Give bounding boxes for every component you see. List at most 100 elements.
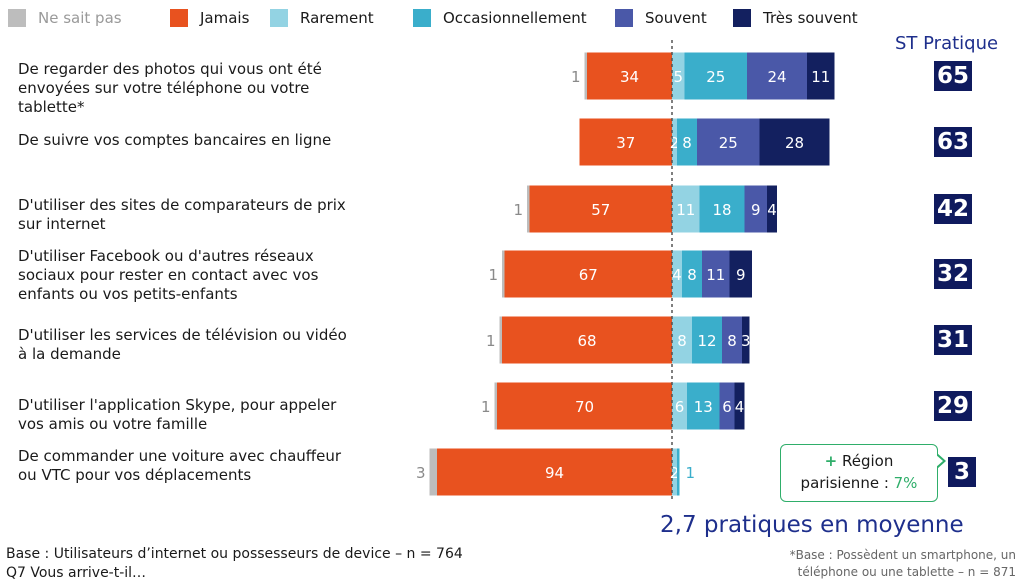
bar-tr-s-souvent <box>742 316 750 364</box>
bar-rarement <box>672 52 685 100</box>
data-label: 3 <box>741 332 751 350</box>
st-pratique-value: 29 <box>934 391 972 421</box>
data-label: 11 <box>811 68 830 86</box>
st-pratique-value: 32 <box>934 259 972 289</box>
bar-ne-sait-pas <box>499 316 502 364</box>
legend-swatch <box>413 9 431 27</box>
data-label: 9 <box>736 266 746 284</box>
data-label-jamais: 57 <box>591 201 610 219</box>
data-label: 2 <box>670 134 680 152</box>
legend-label: Ne sait pas <box>38 9 122 27</box>
bar-souvent <box>702 250 730 298</box>
legend-label: Rarement <box>300 9 374 27</box>
bar-jamais <box>504 250 672 298</box>
plus-icon: + <box>824 452 838 470</box>
chart-legend: Ne sait pas Jamais Rarement Occasionnelleme… <box>8 8 888 28</box>
data-label-ne-sait-pas: 1 <box>571 68 581 86</box>
legend-swatch <box>733 9 751 27</box>
bar-souvent <box>697 118 760 166</box>
bar-tr-s-souvent <box>767 185 777 233</box>
data-label: 24 <box>767 68 786 86</box>
row-label: D'utiliser l'application Skype, pour app… <box>18 396 337 433</box>
data-label: 18 <box>712 201 731 219</box>
bar-jamais <box>529 185 672 233</box>
footnote-line-1: *Base : Possèdent un smartphone, un <box>789 548 1016 562</box>
note-percentage: 7% <box>893 474 918 492</box>
data-label: 8 <box>687 266 697 284</box>
bar-rarement <box>672 448 677 496</box>
data-label: 13 <box>694 398 713 416</box>
data-label-ne-sait-pas: 1 <box>481 398 491 416</box>
row-label: D'utiliser des sites de comparateurs de … <box>18 196 346 233</box>
legend-swatch <box>8 9 26 27</box>
data-label: 8 <box>682 134 692 152</box>
bar-occasionnellement <box>684 52 747 100</box>
data-label: 8 <box>677 332 687 350</box>
bar-souvent <box>744 185 767 233</box>
bar-jamais <box>437 448 672 496</box>
bar-rarement <box>672 250 682 298</box>
data-label: 8 <box>727 332 737 350</box>
bar-souvent <box>722 316 742 364</box>
data-label: 9 <box>751 201 761 219</box>
data-label: 25 <box>719 134 738 152</box>
data-label: 1 <box>686 464 696 482</box>
legend-label: Très souvent <box>763 9 858 27</box>
note-region-label: Région <box>842 452 894 470</box>
st-pratique-value: 65 <box>934 61 972 91</box>
bar-ne-sait-pas <box>494 382 497 430</box>
base-note: Base : Utilisateurs d’internet ou posses… <box>6 545 463 583</box>
row-label: De suivre vos comptes bancaires en ligne <box>18 131 332 149</box>
legend-swatch <box>170 9 188 27</box>
bar-rarement <box>672 185 700 233</box>
question-line: Q7 Vous arrive-t-il… <box>6 565 147 581</box>
average-practices: 2,7 pratiques en moyenne <box>660 512 964 538</box>
note-line-2: parisienne : 7% <box>781 474 937 492</box>
data-label: 4 <box>672 266 682 284</box>
data-label: 25 <box>706 68 725 86</box>
bar-ne-sait-pas <box>502 250 505 298</box>
data-label-ne-sait-pas: 1 <box>486 332 496 350</box>
st-pratique-value: 31 <box>934 325 972 355</box>
data-label-jamais: 37 <box>616 134 635 152</box>
legend-swatch <box>615 9 633 27</box>
data-label: 28 <box>785 134 804 152</box>
legend-label: Souvent <box>645 9 707 27</box>
bar-tr-s-souvent <box>759 118 830 166</box>
row-label: D'utiliser les services de télévision ou… <box>18 326 347 363</box>
row-label: De regarder des photos qui vous ont été … <box>18 60 322 116</box>
bar-rarement <box>672 316 692 364</box>
data-label: 4 <box>767 201 777 219</box>
bar-occasionnellement <box>682 250 702 298</box>
bar-jamais <box>587 52 672 100</box>
data-label: 5 <box>673 68 683 86</box>
footnote: *Base : Possèdent un smartphone, un télé… <box>790 547 1016 581</box>
st-pratique-value: 42 <box>934 194 972 224</box>
bar-rarement <box>672 118 677 166</box>
data-label-ne-sait-pas: 1 <box>513 201 523 219</box>
bar-occasionnellement <box>677 118 697 166</box>
data-label: 6 <box>675 398 685 416</box>
legend-label: Jamais <box>200 9 250 27</box>
bar-occasionnellement <box>677 448 680 496</box>
st-pratique-value: 63 <box>934 127 972 157</box>
note-parisienne-label: parisienne : <box>800 474 894 492</box>
bar-souvent <box>719 382 735 430</box>
data-label-jamais: 67 <box>579 266 598 284</box>
row-label: D'utiliser Facebook ou d'autres réseaux … <box>18 247 319 303</box>
bar-ne-sait-pas <box>429 448 437 496</box>
legend-label: Occasionnellement <box>443 9 587 27</box>
footnote-line-2: téléphone ou une tablette – n = 871 <box>797 565 1016 579</box>
bar-ne-sait-pas <box>584 52 587 100</box>
st-pratique-value: 3 <box>948 457 976 487</box>
data-label: 12 <box>697 332 716 350</box>
data-label: 4 <box>735 398 745 416</box>
note-line-1: + Région <box>781 452 937 470</box>
bar-tr-s-souvent <box>729 250 752 298</box>
bar-occasionnellement <box>692 316 722 364</box>
bar-souvent <box>747 52 807 100</box>
data-label: 6 <box>722 398 732 416</box>
data-label-jamais: 70 <box>575 398 594 416</box>
data-label: 2 <box>670 464 680 482</box>
